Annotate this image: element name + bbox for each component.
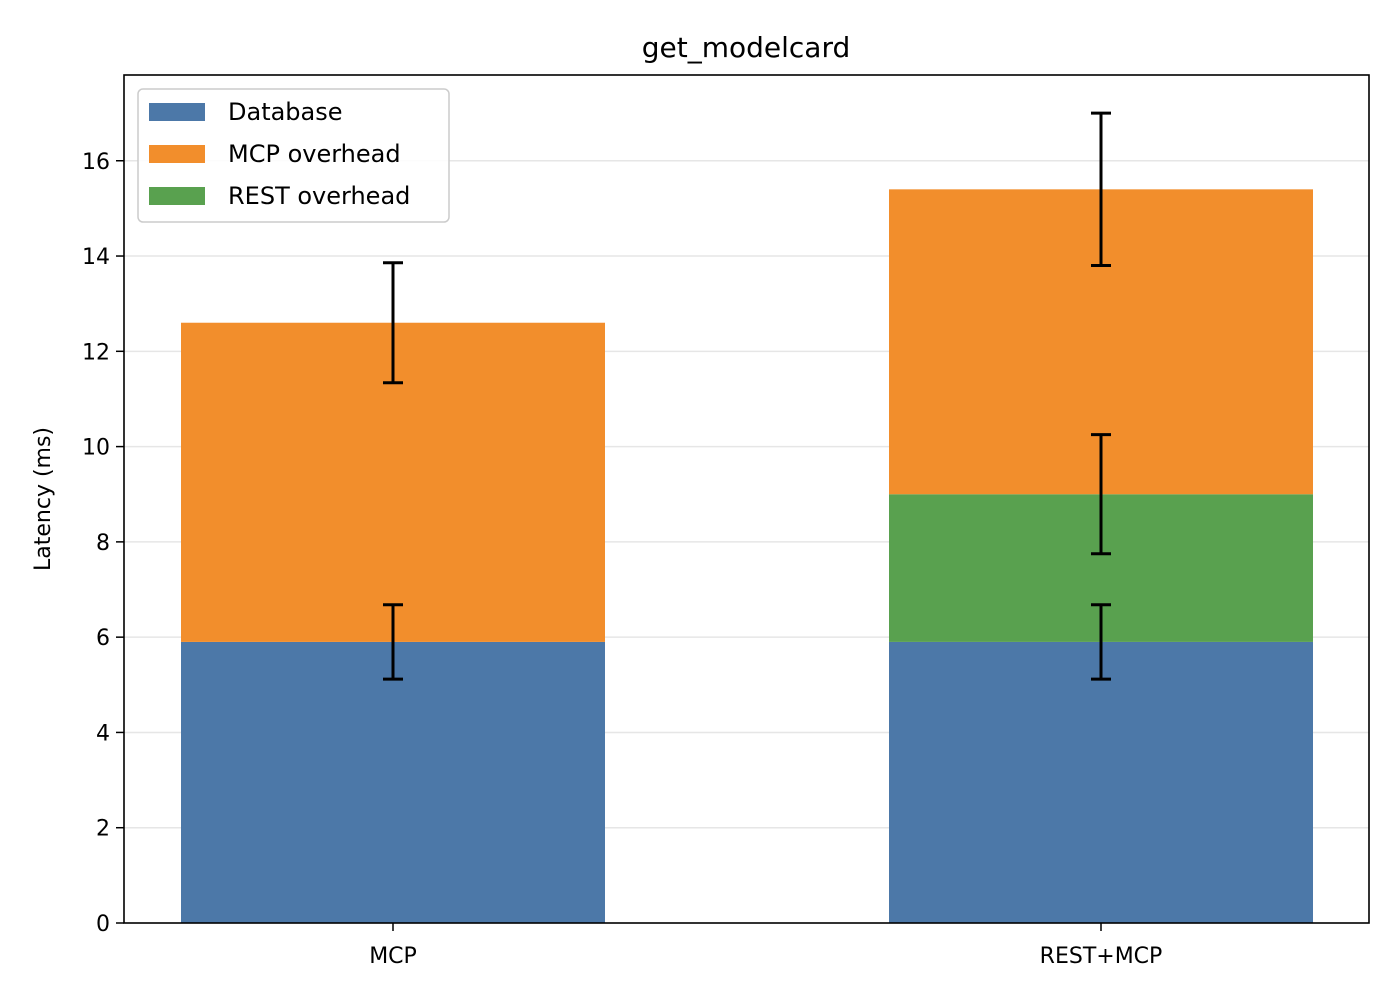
legend-item: Database [149, 98, 343, 126]
legend-item: MCP overhead [149, 140, 401, 168]
axes-frame [123, 74, 1370, 924]
legend-label: REST overhead [228, 182, 410, 210]
bar-segments [181, 189, 1313, 923]
legend-item: REST overhead [149, 182, 410, 210]
legend: Database MCP overhead REST overhead [137, 88, 450, 223]
legend-swatch [149, 145, 205, 163]
error-bar [383, 603, 403, 681]
error-bar [1091, 603, 1111, 681]
y-tick-label: 4 [96, 721, 110, 746]
legend-swatch [149, 103, 205, 121]
chart-title: get_modelcard [642, 31, 851, 64]
error-bar [1091, 111, 1111, 268]
error-bars [383, 111, 1111, 681]
bar-database [889, 641, 1313, 923]
legend-frame [137, 88, 450, 223]
y-axis-ticks: 0 2 4 6 8 10 12 14 16 [82, 150, 124, 937]
y-axis-title: Latency (ms) [31, 427, 56, 571]
y-tick-label: 16 [82, 150, 110, 175]
bar-database [181, 641, 605, 923]
legend-label: MCP overhead [228, 140, 401, 168]
legend-label: Database [228, 98, 343, 126]
y-tick-label: 6 [96, 626, 110, 651]
legend-swatch [149, 187, 205, 205]
error-bar [383, 261, 403, 385]
y-tick-label: 0 [96, 912, 110, 937]
y-tick-label: 14 [82, 245, 110, 270]
y-tick-label: 12 [82, 340, 110, 365]
x-tick-label: MCP [369, 944, 417, 969]
x-tick-label: REST+MCP [1040, 944, 1163, 969]
x-axis-ticks: MCP REST+MCP [369, 923, 1162, 969]
y-tick-label: 8 [96, 531, 110, 556]
y-tick-label: 10 [82, 436, 110, 461]
y-tick-label: 2 [96, 817, 110, 842]
error-bar [1091, 433, 1111, 556]
